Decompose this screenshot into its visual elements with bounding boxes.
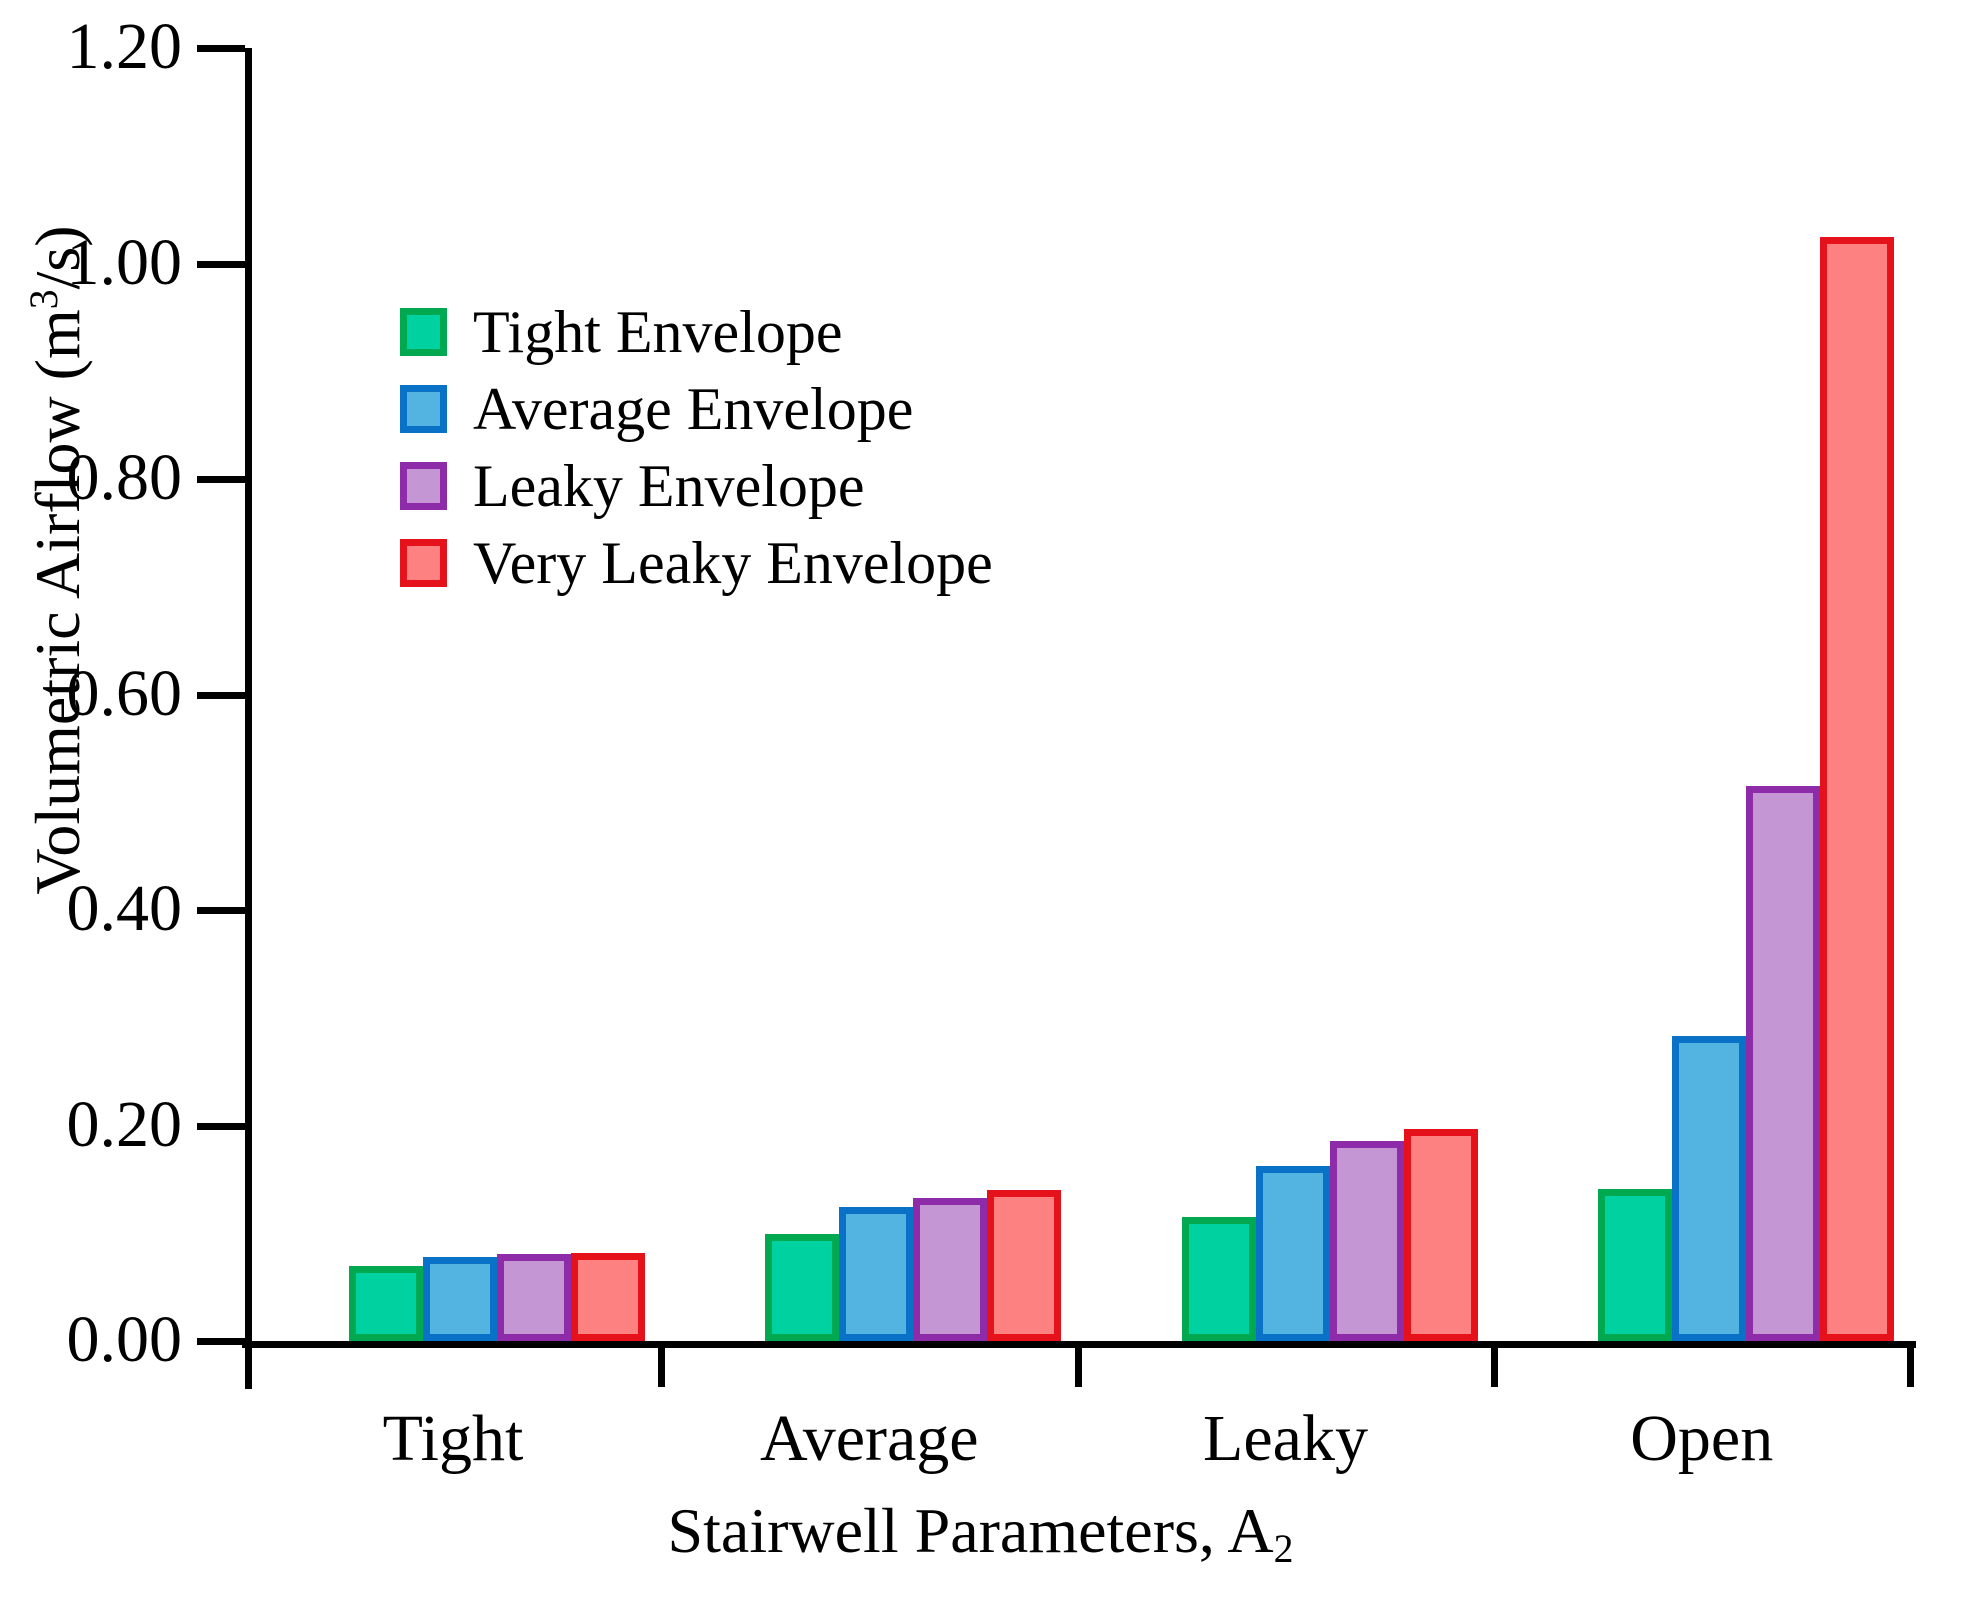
- bar-average-envelope-open: [1672, 1036, 1746, 1341]
- legend-label-leaky-envelope: Leaky Envelope: [473, 453, 865, 519]
- bar-leaky-envelope-open: [1746, 786, 1820, 1341]
- x-axis-tick: [1074, 1341, 1082, 1387]
- y-tick-label-1.00: 1.00: [66, 225, 183, 299]
- y-tick-label-0.40: 0.40: [66, 872, 183, 945]
- y-axis-tick: [197, 260, 245, 268]
- y-tick-label-0.80: 0.80: [66, 441, 183, 514]
- x-axis-title-text: Stairwell Parameters, A: [667, 1495, 1274, 1566]
- bar-very-leaky-envelope-leaky: [1404, 1129, 1478, 1341]
- legend-label-tight-envelope: Tight Envelope: [473, 299, 843, 365]
- y-tick-label-1.20: 1.20: [66, 10, 183, 83]
- x-category-label-leaky: Leaky: [1203, 1402, 1368, 1475]
- legend-row-tight-envelope: Tight Envelope: [400, 302, 842, 362]
- bar-tight-envelope-average: [765, 1234, 839, 1341]
- y-axis-tick: [197, 45, 245, 52]
- bar-leaky-envelope-average: [913, 1198, 987, 1341]
- x-category-label-average: Average: [759, 1402, 979, 1475]
- bar-very-leaky-envelope-average: [987, 1190, 1061, 1341]
- x-axis-tick: [1490, 1341, 1498, 1387]
- y-tick-label-0.00: 0.00: [66, 1303, 183, 1376]
- y-axis-tick: [197, 907, 245, 914]
- legend-swatch-average-envelope: [400, 385, 447, 433]
- y-axis-title-unit: /s): [22, 225, 93, 290]
- legend-swatch-very-leaky-envelope: [400, 539, 447, 587]
- y-axis-tick: [197, 691, 245, 699]
- legend-label-average-envelope: Average Envelope: [473, 376, 914, 442]
- legend-row-average-envelope: Average Envelope: [400, 379, 913, 439]
- x-category-label-tight: Tight: [382, 1402, 524, 1475]
- bar-average-envelope-average: [839, 1207, 913, 1341]
- bar-very-leaky-envelope-tight: [571, 1253, 645, 1341]
- legend-label-very-leaky-envelope: Very Leaky Envelope: [473, 530, 993, 596]
- legend-row-very-leaky-envelope: Very Leaky Envelope: [400, 533, 993, 593]
- origin-tick: [245, 1341, 252, 1387]
- bar-tight-envelope-tight: [349, 1266, 423, 1341]
- bar-leaky-envelope-tight: [497, 1254, 571, 1341]
- x-axis-title: Stairwell Parameters, A2: [0, 1494, 1961, 1572]
- legend-row-leaky-envelope: Leaky Envelope: [400, 456, 865, 516]
- y-axis-tick: [197, 1338, 245, 1345]
- y-axis-tick: [197, 476, 245, 483]
- x-axis-tick: [658, 1341, 666, 1387]
- y-axis-title: Volumetric Airflow (m3/s): [21, 225, 95, 894]
- legend-swatch-leaky-envelope: [400, 462, 447, 510]
- bar-tight-envelope-leaky: [1182, 1217, 1256, 1341]
- y-tick-label-0.60: 0.60: [66, 656, 183, 730]
- bar-leaky-envelope-leaky: [1330, 1141, 1404, 1341]
- bar-average-envelope-tight: [423, 1257, 497, 1341]
- bar-tight-envelope-open: [1598, 1189, 1672, 1341]
- y-axis-title-text: Volumetric Airflow (m: [22, 309, 93, 895]
- bar-average-envelope-leaky: [1256, 1166, 1330, 1341]
- y-axis-tick: [197, 1122, 245, 1130]
- y-axis-title-superscript: 3: [22, 289, 67, 310]
- x-category-label-open: Open: [1630, 1402, 1774, 1475]
- legend-swatch-tight-envelope: [400, 308, 447, 356]
- y-tick-label-0.20: 0.20: [66, 1087, 183, 1161]
- x-axis-title-subscript: 2: [1273, 1526, 1294, 1571]
- y-axis-line: [245, 48, 252, 1389]
- bar-very-leaky-envelope-open: [1820, 237, 1894, 1341]
- x-axis-tick: [1907, 1341, 1914, 1387]
